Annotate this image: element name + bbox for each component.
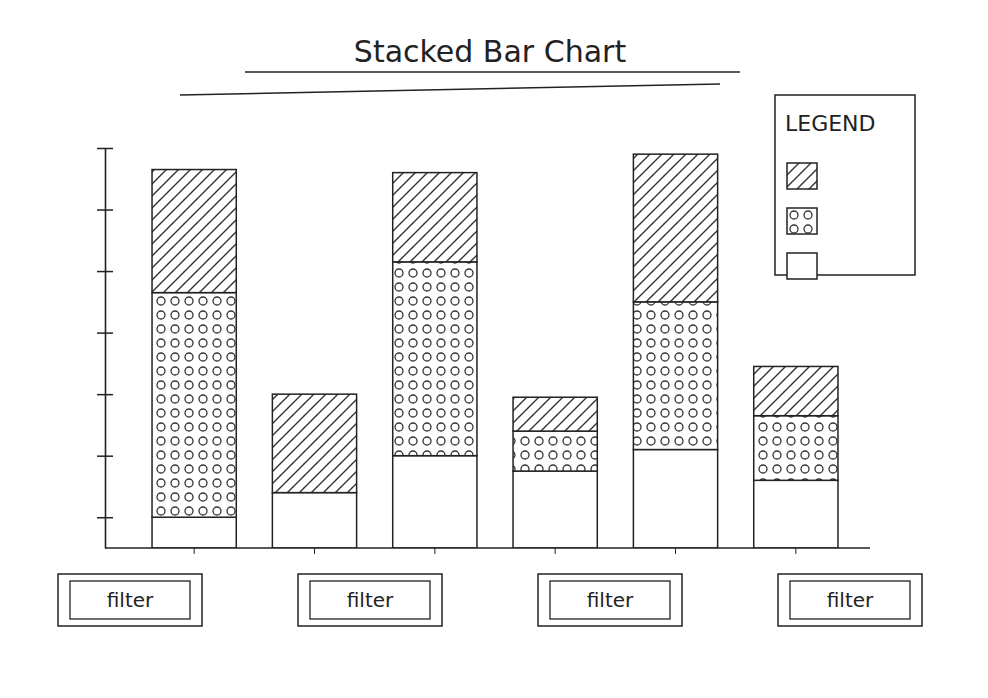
tick: [97, 271, 113, 272]
bar-segment: [513, 397, 597, 431]
filter-label[interactable]: filter: [107, 588, 154, 612]
legend-item: [787, 253, 817, 279]
bar-segment: [633, 154, 717, 302]
bar-segment: [393, 262, 477, 456]
tick: [675, 548, 676, 554]
filter-label[interactable]: filter: [347, 588, 394, 612]
chart: Stacked Bar ChartLEGENDfilterfilterfilte…: [0, 0, 988, 698]
title: Stacked Bar Chart: [354, 34, 627, 69]
bar-segment: [272, 493, 356, 548]
tick: [97, 394, 113, 395]
tick: [434, 548, 435, 554]
bar-segment: [633, 450, 717, 548]
tick-mark: [97, 517, 113, 519]
filter-outer[interactable]: [58, 574, 202, 626]
tick: [97, 456, 113, 457]
legend-swatch: [787, 253, 817, 279]
axis-line: [105, 547, 870, 549]
filter-outer[interactable]: [298, 574, 442, 626]
tick-mark: [97, 332, 113, 334]
tick-mark: [434, 548, 435, 554]
bar-segment: [633, 302, 717, 450]
tick: [97, 210, 113, 211]
bar-segment: [513, 471, 597, 548]
bar-segment: [513, 431, 597, 471]
filters: filter filter filter filter: [58, 574, 922, 626]
filter-button[interactable]: filter: [58, 574, 202, 626]
tick: [795, 548, 796, 554]
filter-label[interactable]: filter: [587, 588, 634, 612]
tick-mark: [795, 548, 796, 554]
axis-line: [105, 149, 107, 549]
tick: [555, 548, 556, 554]
tick-mark: [194, 548, 195, 554]
filter-button[interactable]: filter: [298, 574, 442, 626]
bar-segment: [152, 517, 236, 548]
tick-mark: [675, 548, 676, 554]
series: [152, 154, 838, 492]
filter-inner[interactable]: [70, 581, 190, 619]
tick-mark: [97, 394, 113, 396]
tick: [97, 333, 113, 334]
tick: [97, 148, 113, 149]
tick: [97, 517, 113, 518]
series: [152, 450, 838, 548]
filter-inner[interactable]: [310, 581, 430, 619]
title-underline: [245, 71, 740, 73]
legend-title: LEGEND: [785, 111, 876, 136]
tick-mark: [97, 271, 113, 273]
bar-segment: [272, 394, 356, 492]
title-underline: [180, 84, 720, 95]
tick-mark: [97, 209, 113, 211]
bar-segment: [754, 480, 838, 548]
tick-mark: [314, 548, 315, 554]
bars: [152, 154, 838, 548]
bar-segment: [152, 170, 236, 293]
y-axis: [97, 149, 113, 549]
filter-inner[interactable]: [790, 581, 910, 619]
tick-mark: [555, 548, 556, 554]
legend: LEGEND: [775, 95, 915, 279]
bar-segment: [754, 366, 838, 415]
legend-item: [787, 208, 817, 234]
legend-swatch: [787, 163, 817, 189]
series: [152, 262, 838, 517]
bar-segment: [754, 416, 838, 481]
legend-item: [787, 163, 817, 189]
tick-mark: [97, 148, 113, 150]
filter-button[interactable]: filter: [538, 574, 682, 626]
filter-outer[interactable]: [778, 574, 922, 626]
tick: [194, 548, 195, 554]
bar-segment: [393, 456, 477, 548]
bar-segment: [152, 293, 236, 518]
filter-label[interactable]: filter: [827, 588, 874, 612]
tick-mark: [97, 455, 113, 457]
x-axis: [105, 548, 870, 554]
filter-inner[interactable]: [550, 581, 670, 619]
filter-outer[interactable]: [538, 574, 682, 626]
legend-swatch: [787, 208, 817, 234]
filter-button[interactable]: filter: [778, 574, 922, 626]
tick: [314, 548, 315, 554]
legend-box: [775, 95, 915, 275]
bar-segment: [393, 173, 477, 262]
